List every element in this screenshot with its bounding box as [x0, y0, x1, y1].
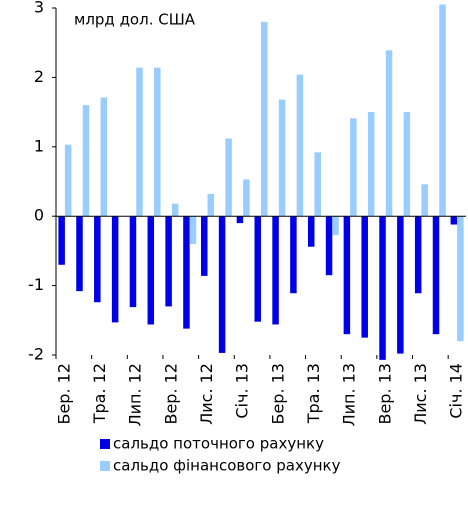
y-tick-label: 1	[34, 136, 44, 155]
bar	[457, 216, 464, 342]
x-tick-label: Вер. 12	[161, 363, 180, 425]
bar	[76, 216, 83, 292]
bar	[82, 105, 90, 217]
bar	[367, 112, 375, 217]
y-tick-label: 0	[34, 206, 44, 225]
x-tick-label: Січ. 13	[233, 363, 252, 419]
x-tick-label: Бер. 12	[54, 363, 73, 425]
bar	[403, 112, 411, 217]
bar	[225, 138, 232, 217]
x-tick-label: Вер. 13	[375, 363, 394, 425]
bar	[136, 67, 143, 217]
bar	[421, 184, 428, 217]
bar	[261, 21, 268, 217]
bar	[307, 216, 315, 247]
bar	[64, 144, 72, 217]
bar	[218, 216, 226, 353]
bar	[361, 216, 368, 338]
x-tick-label: Тра. 13	[304, 363, 323, 424]
x-tick-label: Лис. 13	[411, 363, 430, 425]
bar	[94, 216, 101, 303]
bar	[100, 97, 108, 217]
bar	[129, 216, 137, 308]
bar	[439, 4, 446, 217]
bar	[111, 216, 119, 323]
bar	[343, 216, 351, 335]
bar	[254, 216, 261, 322]
bar	[165, 216, 172, 307]
bar	[201, 216, 208, 276]
y-tick-label: 2	[34, 67, 44, 86]
bar	[432, 216, 440, 335]
x-tick-label: Січ. 14	[447, 363, 466, 419]
bar	[350, 118, 357, 217]
bar	[171, 203, 179, 217]
bar	[450, 216, 458, 225]
unit-label: млрд дол. США	[74, 11, 196, 29]
y-tick-label: -2	[28, 345, 44, 364]
bar	[314, 152, 321, 217]
legend-swatch	[100, 439, 110, 449]
y-tick-label: -1	[28, 275, 44, 294]
bar	[296, 74, 304, 217]
bar	[58, 216, 65, 265]
x-tick-label: Лис. 12	[197, 363, 216, 425]
bar	[332, 216, 339, 235]
legend-label: сальдо фінансового рахунку	[113, 457, 341, 475]
legend-swatch	[100, 461, 110, 471]
bar	[147, 216, 155, 325]
x-tick-label: Тра. 12	[90, 363, 109, 424]
bar	[325, 216, 333, 276]
bar	[397, 216, 404, 354]
legend-label: сальдо поточного рахунку	[113, 435, 324, 453]
x-tick-label: Лип. 12	[126, 363, 145, 426]
bar	[385, 50, 393, 217]
bar	[272, 216, 279, 325]
bar	[154, 67, 161, 217]
bar	[236, 216, 244, 224]
bar	[290, 216, 297, 294]
bar	[207, 193, 215, 217]
bar	[243, 179, 250, 217]
bar	[278, 99, 286, 217]
x-tick-label: Бер. 13	[268, 363, 287, 425]
x-tick-label: Лип. 13	[340, 363, 359, 426]
bar	[414, 216, 422, 294]
bar	[189, 216, 197, 244]
bar	[183, 216, 190, 329]
y-tick-label: 3	[34, 0, 44, 17]
bar	[379, 216, 386, 360]
